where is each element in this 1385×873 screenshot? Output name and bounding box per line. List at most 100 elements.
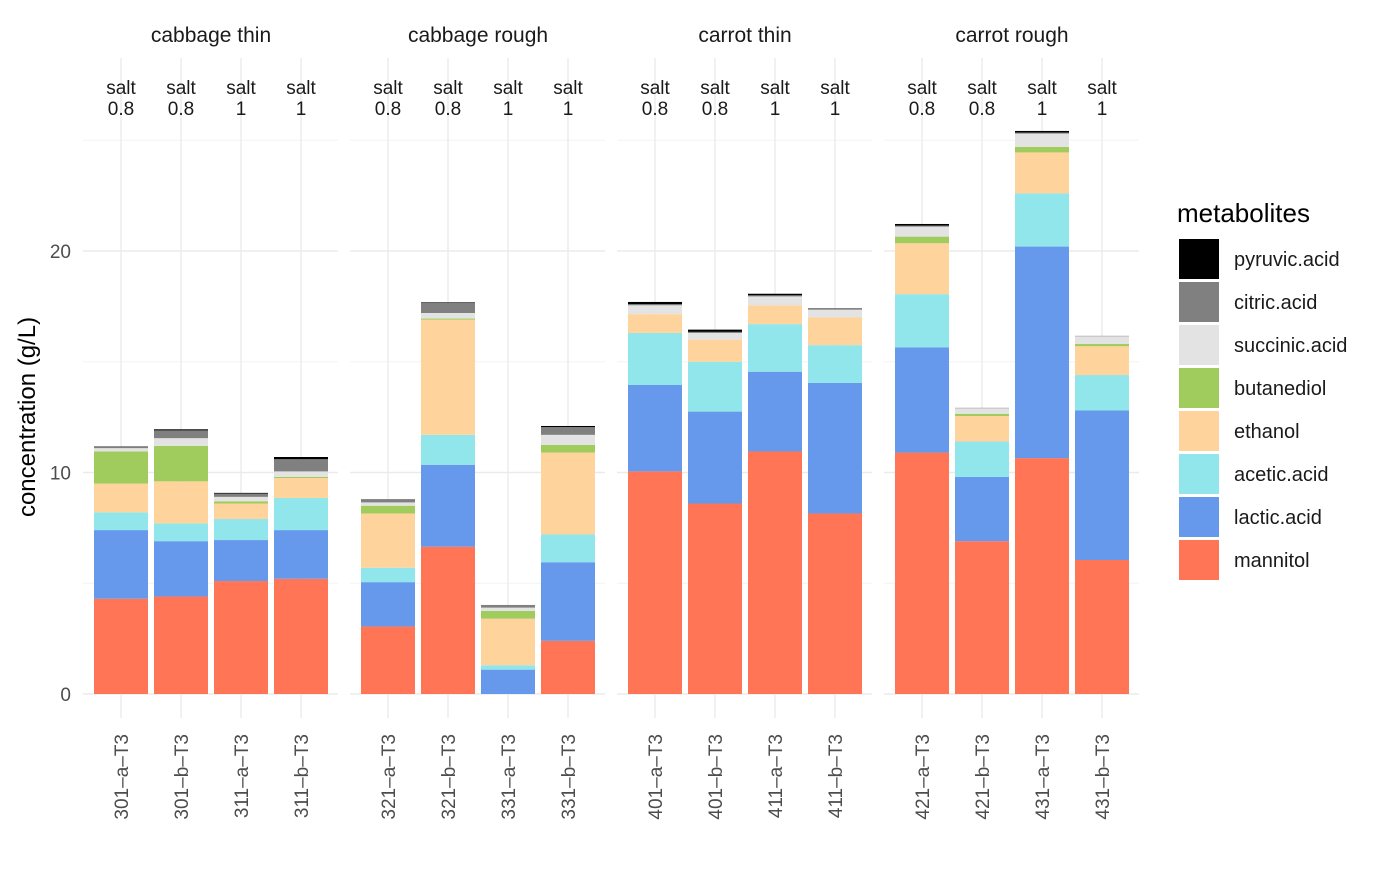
legend-label-lactic-acid: lactic.acid (1234, 507, 1322, 529)
bar-segment-ethanol (748, 305, 802, 325)
salt-label: salt (373, 78, 403, 99)
salt-label: salt (226, 78, 256, 99)
salt-label: salt (967, 78, 997, 99)
salt-value: 0.8 (702, 99, 728, 120)
bar-segment-butanediol (274, 476, 328, 479)
bar-segment-butanediol (481, 610, 535, 619)
bar-segment-ethanol (361, 513, 415, 568)
salt-label: salt (166, 78, 196, 99)
bar-segment-acetic-acid (955, 441, 1009, 477)
bar-segment-mannitol (628, 471, 682, 694)
legend-key-pyruvic-acid (1179, 239, 1219, 279)
legend-label-butanediol: butanediol (1234, 378, 1326, 400)
bar-segment-mannitol (1075, 559, 1129, 694)
facet-panel-cabbage-rough: cabbage roughsalt0.8321–a–T3salt0.8321–b… (350, 24, 605, 820)
bar-segment-succinic-acid (214, 496, 268, 502)
plot-area: cabbage thinsalt0.8301–a–T3salt0.8301–b–… (50, 24, 1139, 820)
bar-segment-acetic-acid (154, 523, 208, 542)
bar-segment-pyruvic-acid (895, 223, 949, 226)
facet-panel-carrot-rough: carrot roughsalt0.8421–a–T3salt0.8421–b–… (884, 24, 1139, 820)
bar-segment-succinic-acid (94, 448, 148, 452)
bar-segment-acetic-acid (481, 665, 535, 670)
bar-segment-citric-acid (214, 493, 268, 497)
bar-segment-succinic-acid (361, 502, 415, 506)
bar-segment-lactic-acid (1015, 246, 1069, 459)
legend-key-lactic-acid (1179, 497, 1219, 537)
salt-label: salt (1027, 78, 1057, 99)
bar-segment-acetic-acid (628, 332, 682, 386)
salt-value: 0.8 (435, 99, 461, 120)
salt-label: salt (1087, 78, 1117, 99)
legend-label-pyruvic-acid: pyruvic.acid (1234, 249, 1340, 271)
bar-segment-butanediol (214, 501, 268, 504)
bar-segment-butanediol (361, 505, 415, 514)
bar-segment-butanediol (541, 444, 595, 453)
bar-segment-mannitol (541, 640, 595, 694)
salt-label: salt (907, 78, 937, 99)
bar-segment-mannitol (1015, 458, 1069, 694)
legend-label-citric-acid: citric.acid (1234, 292, 1317, 314)
bar-segment-pyruvic-acid (628, 301, 682, 305)
salt-value: 1 (770, 99, 781, 120)
bar-segment-succinic-acid (808, 309, 862, 318)
salt-label: salt (820, 78, 850, 99)
salt-label: salt (433, 78, 463, 99)
legend-key-butanediol (1179, 368, 1219, 408)
bar-segment-lactic-acid (688, 411, 742, 504)
bar-segment-lactic-acid (214, 540, 268, 582)
bar-segment-citric-acid (481, 604, 535, 608)
salt-value: 1 (503, 99, 514, 120)
bar-segment-succinic-acid (955, 408, 1009, 414)
bar-segment-citric-acid (628, 304, 682, 306)
bar-segment-ethanol (895, 243, 949, 295)
bar-segment-lactic-acid (808, 382, 862, 514)
bar-segment-acetic-acid (1075, 375, 1129, 411)
bar-segment-ethanol (808, 317, 862, 346)
legend-label-mannitol: mannitol (1234, 550, 1310, 572)
bar-segment-pyruvic-acid (748, 293, 802, 296)
salt-label: salt (760, 78, 790, 99)
bar-segment-acetic-acid (274, 497, 328, 531)
salt-label: salt (106, 78, 136, 99)
bar-segment-ethanol (214, 503, 268, 520)
facet-title: cabbage rough (408, 24, 548, 47)
bar-segment-succinic-acid (688, 332, 742, 340)
bar-segment-succinic-acid (628, 305, 682, 315)
salt-value: 1 (563, 99, 574, 120)
bar-segment-mannitol (895, 452, 949, 694)
x-tick-label: 301–b–T3 (172, 734, 193, 820)
bar-segment-ethanol (955, 416, 1009, 442)
salt-value: 0.8 (168, 99, 194, 120)
bar-segment-butanediol (895, 236, 949, 244)
bar-segment-lactic-acid (628, 385, 682, 472)
bar-segment-acetic-acid (214, 519, 268, 541)
bar-segment-mannitol (361, 626, 415, 694)
salt-value: 1 (1097, 99, 1108, 120)
bar-segment-ethanol (541, 452, 595, 535)
bar-segment-citric-acid (361, 499, 415, 503)
bar-segment-acetic-acid (94, 512, 148, 531)
bar-segment-citric-acid (748, 295, 802, 297)
bar-segment-butanediol (1015, 146, 1069, 153)
facet-panel-carrot-thin: carrot thinsalt0.8401–a–T3salt0.8401–b–T… (617, 24, 872, 820)
bar-segment-mannitol (274, 578, 328, 694)
bar-segment-succinic-acid (421, 313, 475, 319)
facet-title: carrot rough (955, 24, 1068, 47)
salt-value: 1 (1037, 99, 1048, 120)
bar-segment-succinic-acid (1015, 133, 1069, 147)
facet-title: cabbage thin (151, 24, 271, 47)
salt-label: salt (493, 78, 523, 99)
bar-segment-lactic-acid (895, 347, 949, 453)
bar-segment-mannitol (748, 451, 802, 694)
bar-segment-citric-acid (541, 427, 595, 435)
bar-segment-lactic-acid (481, 669, 535, 694)
bar-segment-pyruvic-acid (421, 302, 475, 304)
bar-segment-mannitol (214, 581, 268, 694)
bar-segment-citric-acid (421, 303, 475, 314)
bar-segment-lactic-acid (274, 530, 328, 579)
bar-segment-succinic-acid (1075, 336, 1129, 345)
bar-segment-pyruvic-acid (541, 425, 595, 428)
y-tick-label: 0 (60, 685, 71, 706)
legend-label-ethanol: ethanol (1234, 421, 1300, 443)
